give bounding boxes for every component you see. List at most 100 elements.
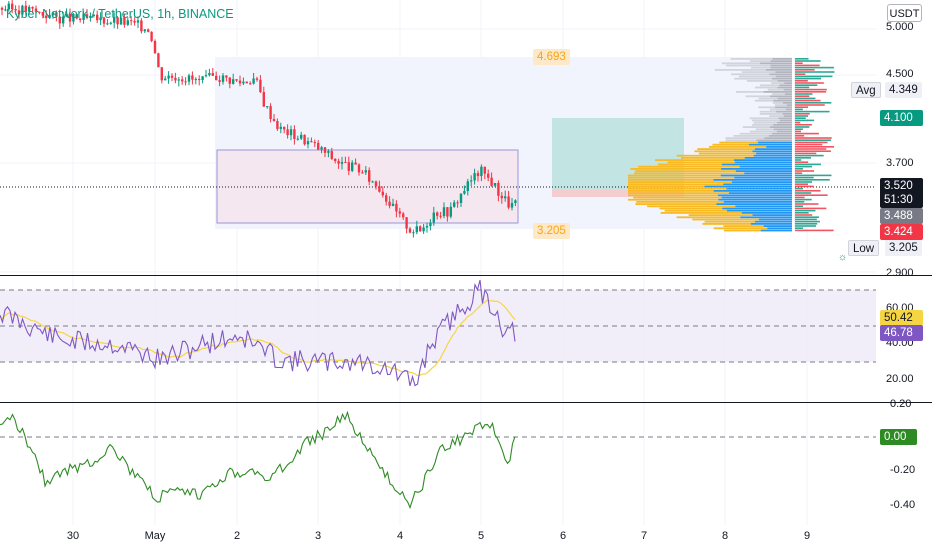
volume-delta-bar bbox=[795, 80, 808, 82]
candle-body bbox=[38, 11, 41, 13]
volume-delta-bar bbox=[795, 75, 833, 78]
candle-body bbox=[136, 20, 140, 23]
level-tag-red: 3.424 bbox=[880, 224, 923, 240]
candle-body bbox=[507, 196, 510, 208]
volume-profile-bar bbox=[633, 196, 722, 199]
volume-profile-bar bbox=[721, 168, 793, 170]
volume-delta-bar bbox=[795, 121, 801, 124]
volume-profile-bar bbox=[725, 137, 765, 139]
volume-profile-bar bbox=[722, 207, 793, 210]
candle-body bbox=[28, 6, 31, 12]
candle-body bbox=[306, 141, 310, 145]
candle-body bbox=[17, 10, 21, 15]
volume-delta-bar bbox=[795, 137, 832, 139]
volume-profile-bar bbox=[721, 163, 793, 166]
candle-body bbox=[255, 78, 259, 80]
alert-clock-icon[interactable]: ☼ bbox=[838, 252, 848, 263]
candle-body bbox=[405, 217, 408, 229]
candle-body bbox=[480, 166, 483, 177]
volume-delta-bar bbox=[795, 93, 813, 95]
currency-selector[interactable]: USDT bbox=[887, 4, 922, 22]
osc-tick-label: -0.20 bbox=[890, 464, 916, 476]
volume-profile-bar bbox=[752, 214, 793, 216]
pane-separator-rsi[interactable] bbox=[0, 275, 932, 276]
time-axis-label: 4 bbox=[396, 530, 404, 542]
volume-profile-bar bbox=[647, 205, 736, 208]
volume-profile-bar bbox=[770, 60, 793, 62]
pane-separator-oscillator[interactable] bbox=[0, 402, 932, 403]
volume-profile-bar bbox=[628, 183, 724, 186]
candle-body bbox=[490, 177, 493, 186]
volume-delta-bar bbox=[795, 170, 815, 172]
rsi-band-background bbox=[0, 290, 876, 362]
volume-profile-bar bbox=[772, 58, 793, 60]
candle-body bbox=[351, 162, 354, 171]
volume-delta-bar bbox=[795, 135, 805, 137]
volume-profile-bar bbox=[766, 146, 793, 148]
time-axis-label: 7 bbox=[640, 530, 648, 542]
volume-profile-bar bbox=[628, 179, 714, 181]
volume-profile-bar bbox=[636, 201, 724, 203]
volume-profile-bar bbox=[754, 148, 793, 150]
candle-body bbox=[89, 15, 92, 18]
volume-profile-bar bbox=[730, 58, 773, 60]
candle-body bbox=[374, 181, 378, 187]
candle-body bbox=[170, 75, 174, 78]
candle-body bbox=[194, 79, 197, 81]
candle-body bbox=[187, 75, 191, 82]
volume-profile-bar bbox=[721, 62, 760, 65]
volume-profile-bar bbox=[725, 139, 757, 142]
candle-body bbox=[344, 162, 347, 164]
candle-body bbox=[354, 162, 357, 165]
candle-body bbox=[293, 129, 296, 139]
volume-profile-bar bbox=[733, 135, 769, 137]
volume-profile-bar bbox=[702, 223, 751, 225]
volume-profile-bar bbox=[748, 143, 793, 146]
volume-profile-bar bbox=[760, 229, 793, 232]
volume-profile-bar bbox=[749, 130, 777, 133]
candle-body bbox=[218, 80, 221, 82]
time-axis-label: 2 bbox=[233, 530, 241, 542]
volume-profile-bar bbox=[741, 212, 793, 214]
volume-profile-bar bbox=[756, 152, 793, 155]
volume-profile-bar bbox=[709, 146, 767, 148]
volume-delta-bar bbox=[795, 106, 809, 108]
osc-tick-label: -0.40 bbox=[890, 499, 916, 511]
level-tag-gray: 3.488 bbox=[880, 208, 923, 224]
volume-profile-bar bbox=[635, 170, 736, 172]
volume-profile-bar bbox=[763, 91, 793, 93]
volume-profile-bar bbox=[628, 192, 729, 194]
symbol-title[interactable]: Kyber Network / TetherUS, 1h, BINANCE bbox=[6, 7, 234, 21]
candle-body bbox=[303, 134, 306, 145]
volume-profile-bar bbox=[697, 148, 755, 150]
volume-delta-bar bbox=[795, 148, 827, 150]
volume-profile-bar bbox=[655, 159, 734, 161]
candle-body bbox=[65, 13, 68, 17]
volume-profile-bar bbox=[779, 119, 793, 122]
candle-body bbox=[296, 138, 299, 140]
volume-delta-bar bbox=[795, 66, 834, 69]
volume-delta-bar bbox=[795, 64, 820, 67]
candle-body bbox=[215, 75, 218, 81]
volume-profile-bar bbox=[719, 141, 758, 144]
volume-profile-bar bbox=[757, 141, 793, 144]
candle-body bbox=[181, 79, 184, 82]
candle-body bbox=[48, 14, 51, 19]
candle-body bbox=[391, 203, 395, 206]
volume-delta-bar bbox=[795, 104, 825, 106]
candle-body bbox=[425, 225, 429, 228]
volume-delta-bar bbox=[795, 143, 823, 146]
volume-profile-bar bbox=[754, 220, 793, 223]
candle-body bbox=[429, 222, 432, 226]
price-tick-label: 3.700 bbox=[886, 157, 914, 169]
candle-body bbox=[31, 6, 34, 9]
volume-profile-bar bbox=[714, 69, 766, 71]
volume-profile-bar bbox=[754, 86, 778, 89]
candle-body bbox=[221, 75, 225, 82]
volume-profile-bar bbox=[713, 179, 793, 181]
volume-delta-bar bbox=[795, 179, 830, 181]
volume-profile-bar bbox=[681, 157, 745, 159]
candle-body bbox=[334, 158, 337, 161]
